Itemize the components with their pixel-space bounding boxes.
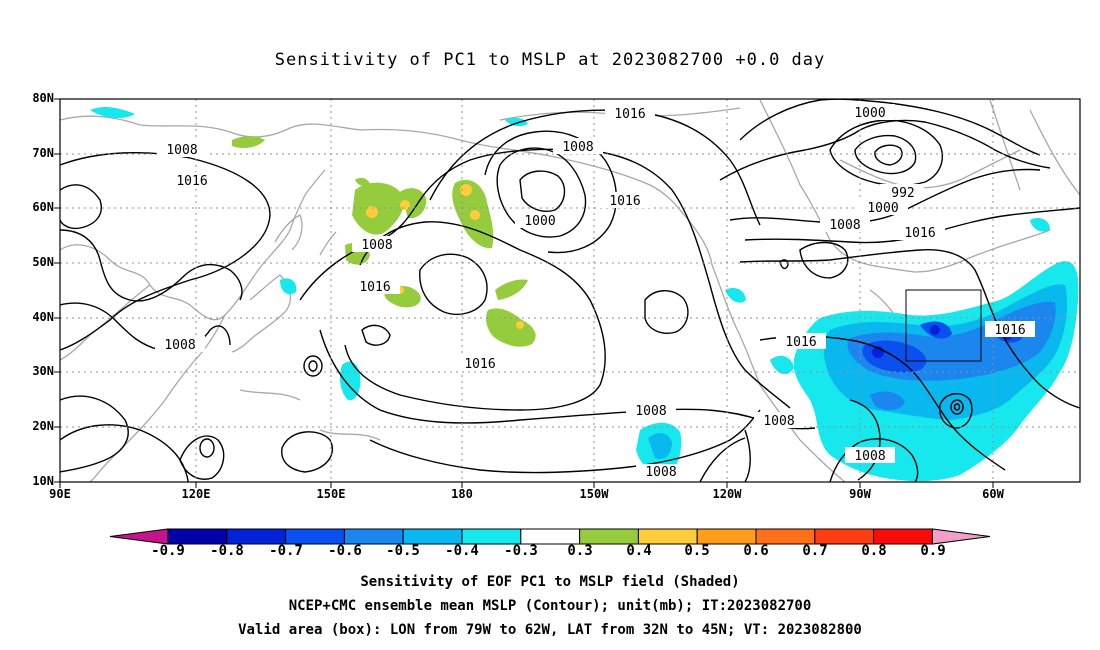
contour-label-text: 1016 — [359, 280, 390, 295]
contour-label: 1008 — [626, 402, 676, 419]
colorbar-label: 0.4 — [626, 543, 652, 559]
contour-label-group: 1016 1000 1008 1008 1016 1008 1000 992 1… — [155, 104, 1035, 480]
contour-label-text: 1016 — [904, 226, 935, 241]
contour-label-text: 1008 — [645, 465, 676, 480]
contour-label-text: 1016 — [609, 194, 640, 209]
lon-label: 120E — [181, 487, 211, 501]
lon-label: 150E — [316, 487, 346, 501]
contour-label-text: 1016 — [464, 357, 495, 372]
contour-label: 1008 — [754, 412, 804, 429]
contour-label-text: 1008 — [829, 218, 860, 233]
lon-label: 90E — [49, 487, 71, 501]
colorbar-label: 0.5 — [684, 543, 710, 559]
colorbar-segment — [461, 528, 522, 545]
contour-label: 1000 — [515, 212, 565, 229]
map-title: Sensitivity of PC1 to MSLP at 2023082700… — [274, 50, 826, 70]
colorbar-segment — [520, 528, 581, 545]
contour-label: 1016 — [167, 172, 217, 189]
contour-label: 1016 — [985, 321, 1035, 338]
colorbar-label: 0.7 — [802, 543, 828, 559]
contour-label: 1016 — [605, 105, 655, 122]
map-frame — [59, 98, 1081, 483]
contour-label: 1016 — [350, 278, 400, 295]
colorbar-label: -0.8 — [210, 543, 244, 559]
lat-label: 30N — [32, 364, 54, 378]
contour-label: 1008 — [155, 336, 205, 353]
lat-label: 80N — [32, 91, 54, 105]
colorbar-label: 0.9 — [920, 543, 946, 559]
contour-label: 1000 — [845, 104, 895, 121]
colorbar-label: -0.7 — [269, 543, 303, 559]
contour-label-text: 1000 — [854, 106, 885, 121]
contour-label-text: 1008 — [562, 140, 593, 155]
lat-label: 70N — [32, 146, 54, 160]
colorbar-label: 0.6 — [743, 543, 769, 559]
contour-label: 992 — [880, 184, 924, 201]
contour-label: 1016 — [776, 333, 826, 350]
contour-label-text: 1016 — [614, 107, 645, 122]
caption-line-2: NCEP+CMC ensemble mean MSLP (Contour); u… — [288, 598, 812, 614]
tick-marks — [54, 98, 994, 488]
colorbar-segment — [637, 528, 698, 545]
contour-label: 1008 — [352, 236, 402, 253]
sensitivity-shading — [90, 107, 1079, 482]
colorbar-segment — [167, 528, 228, 545]
contour-label-text: 1016 — [994, 323, 1025, 338]
caption-line-1: Sensitivity of EOF PC1 to MSLP field (Sh… — [360, 574, 740, 590]
contour-label: 1016 — [455, 355, 505, 372]
contour-label: 1000 — [858, 199, 908, 216]
contour-label: 1008 — [845, 447, 895, 464]
caption-line-3: Valid area (box): LON from 79W to 62W, L… — [238, 622, 862, 638]
colorbar-label: -0.5 — [386, 543, 420, 559]
lon-label: 60W — [982, 487, 1004, 501]
contour-label-text: 1000 — [867, 201, 898, 216]
colorbar-label: 0.3 — [567, 543, 593, 559]
lat-label: 40N — [32, 310, 54, 324]
colorbar-label: -0.6 — [328, 543, 362, 559]
lat-label: 60N — [32, 200, 54, 214]
contour-label-text: 1016 — [176, 174, 207, 189]
contour-label: 1016 — [600, 192, 650, 209]
colorbar-segment — [814, 528, 875, 545]
lat-label: 10N — [32, 474, 54, 488]
colorbar-segment — [579, 528, 639, 545]
colorbar-label: -0.4 — [445, 543, 479, 559]
contour-label: 1016 — [895, 224, 945, 241]
lon-label: 150W — [579, 487, 609, 501]
colorbar-segment — [402, 528, 463, 545]
contour-label-text: 1000 — [524, 214, 555, 229]
contour-label-text: 1008 — [763, 414, 794, 429]
colorbar-segment — [755, 528, 816, 545]
contour-label: 1008 — [636, 464, 686, 480]
contour-label: 1008 — [157, 141, 207, 158]
contour-label-text: 1008 — [854, 449, 885, 464]
contour-label-text: 1008 — [361, 238, 392, 253]
contour-label: 1008 — [553, 138, 603, 155]
contour-label-text: 1008 — [164, 338, 195, 353]
colorbar-label: -0.3 — [504, 543, 538, 559]
colorbar-segment — [285, 528, 345, 545]
colorbar-segment — [226, 528, 287, 545]
colorbar-high-arrow — [931, 528, 991, 545]
valid-area-box — [905, 289, 982, 362]
colorbar-segment — [343, 528, 404, 545]
lat-label: 20N — [32, 419, 54, 433]
lon-label: 90W — [849, 487, 871, 501]
contour-label-text: 1016 — [785, 335, 816, 350]
contour-label-text: 1008 — [635, 404, 666, 419]
colorbar-segment — [873, 528, 933, 545]
colorbar-label: 0.8 — [861, 543, 887, 559]
contour-label-text: 1008 — [166, 143, 197, 158]
colorbar — [109, 528, 991, 545]
colorbar-segment — [696, 528, 757, 545]
contour-label: 1008 — [820, 216, 870, 233]
colorbar-label: -0.9 — [151, 543, 185, 559]
lon-label: 120W — [712, 487, 742, 501]
coastlines — [60, 99, 1080, 482]
contour-label-text: 992 — [891, 186, 914, 201]
lon-label: 180 — [451, 487, 473, 501]
colorbar-low-arrow — [109, 528, 169, 545]
lat-label: 50N — [32, 255, 54, 269]
